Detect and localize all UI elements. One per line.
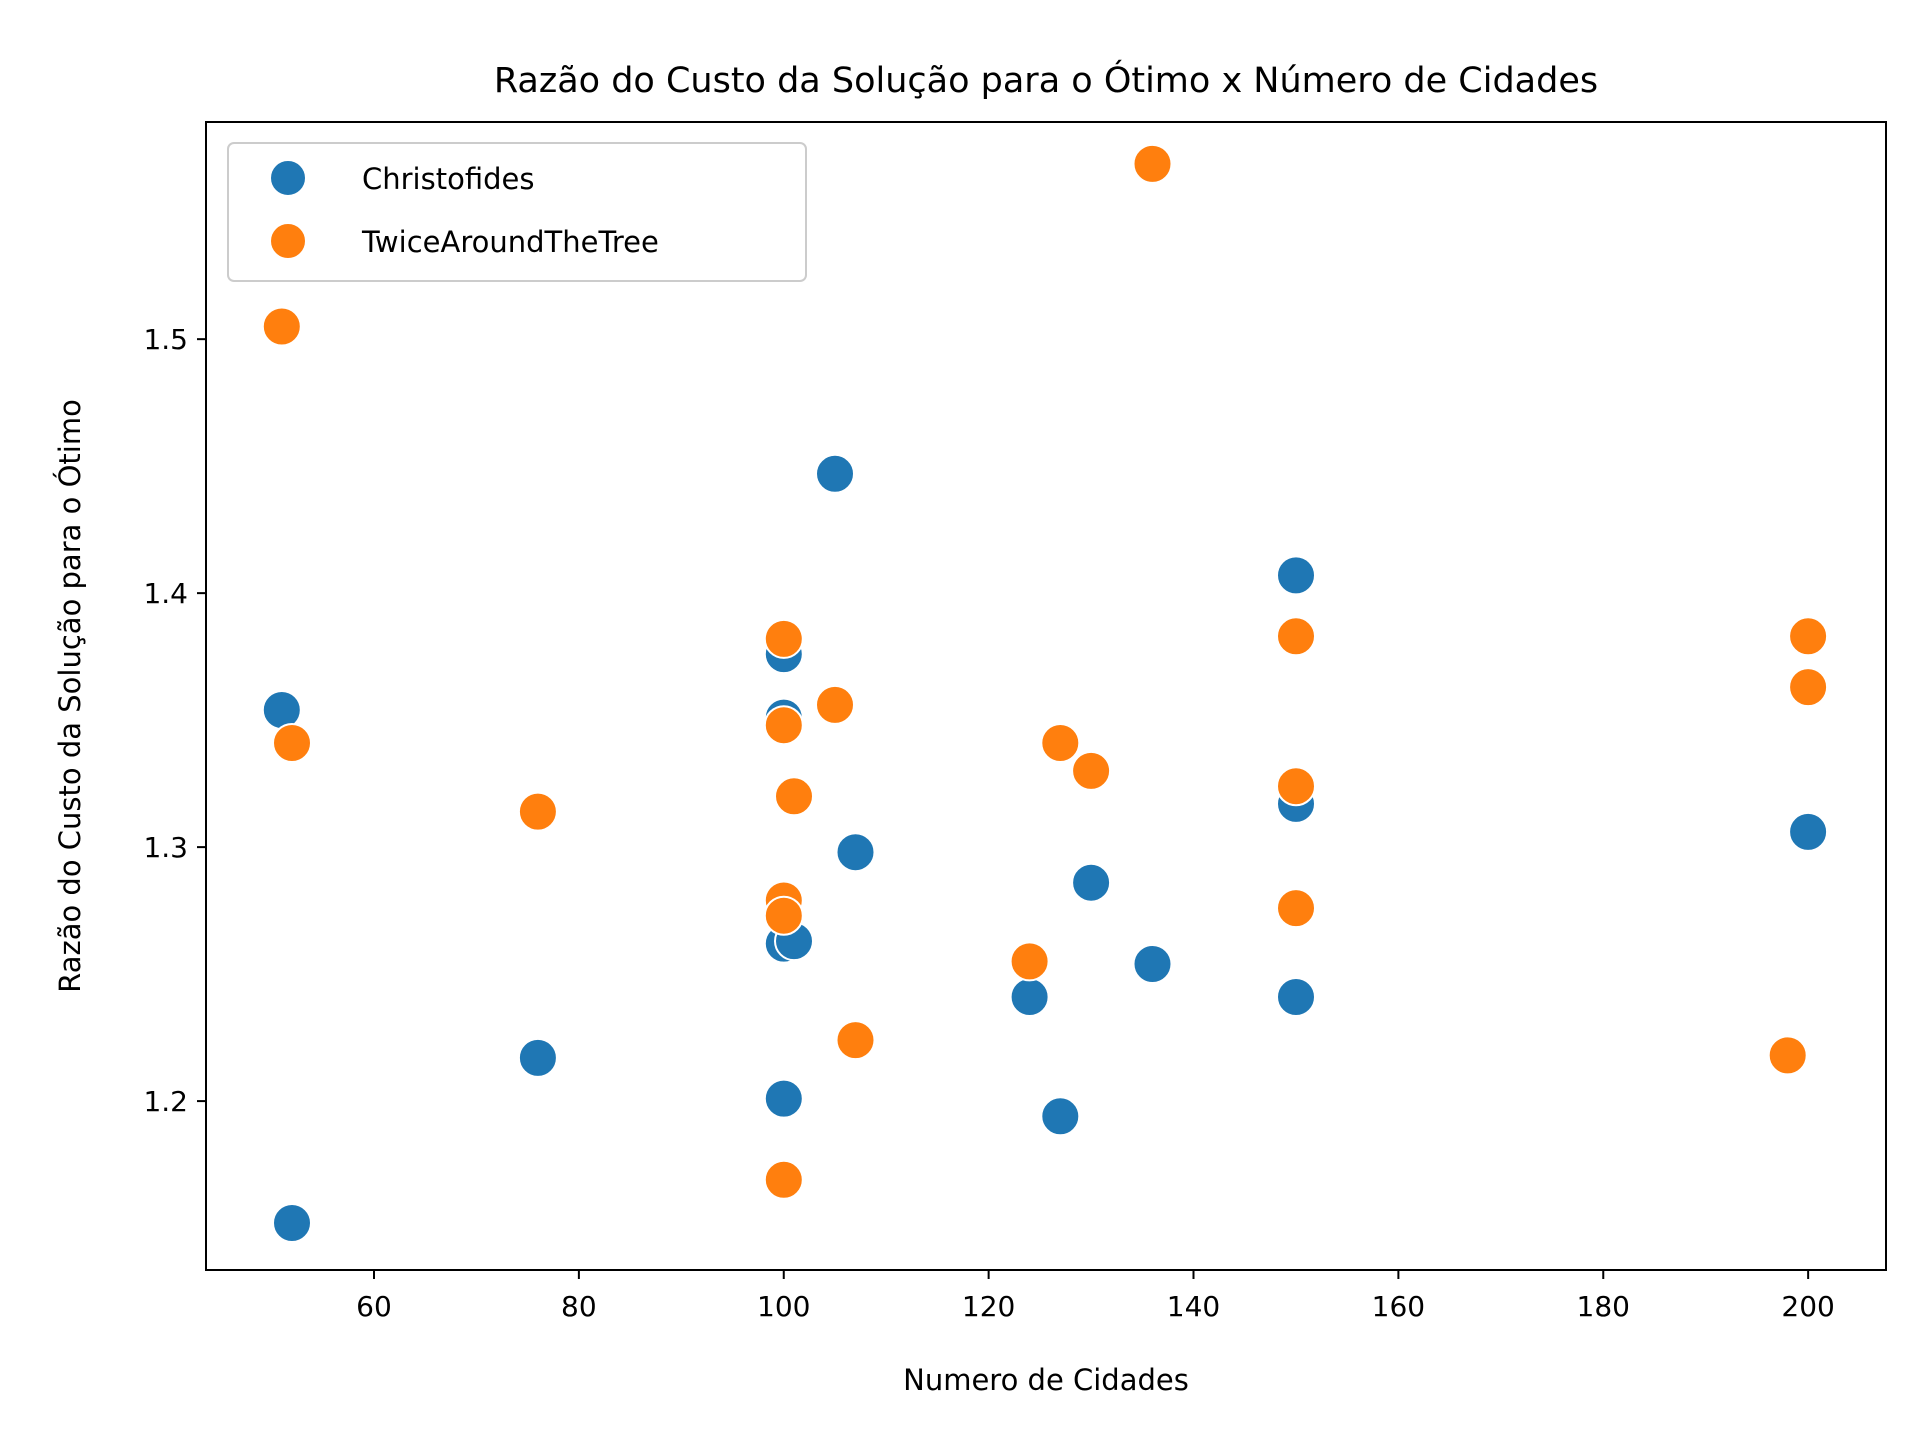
point-twicearoundthetree-1 (272, 723, 312, 763)
point-twicearoundthetree-2 (517, 791, 558, 832)
y-axis-label: Razão do Custo da Solução para o Ótimo (53, 399, 87, 993)
point-christofides-2 (517, 1037, 558, 1078)
x-tick-label-120: 120 (962, 1290, 1015, 1323)
plot-frame (205, 121, 1887, 1271)
point-twicearoundthetree-4 (763, 705, 804, 746)
point-twicearoundthetree-19 (1788, 616, 1829, 657)
point-twicearoundthetree-0 (261, 306, 302, 347)
legend-label-twicearoundthetree: TwiceAroundTheTree (361, 225, 659, 259)
point-twicearoundthetree-3 (763, 618, 804, 659)
legend-box (227, 142, 807, 282)
y-tick-label-1-4: 1.4 (143, 577, 188, 610)
point-christofides-11 (1040, 1096, 1081, 1137)
x-tick-label-180: 180 (1577, 1290, 1630, 1323)
y-tick-label-1-2: 1.2 (143, 1085, 188, 1118)
x-axis-label: Numero de Cidades (903, 1363, 1189, 1397)
point-christofides-7 (763, 1078, 804, 1119)
y-tick-label-1-5: 1.5 (143, 323, 188, 356)
point-christofides-9 (835, 832, 876, 873)
point-twicearoundthetree-13 (1071, 750, 1112, 791)
point-twicearoundthetree-9 (815, 684, 855, 725)
x-tick-label-160: 160 (1372, 1290, 1425, 1323)
point-christofides-17 (1788, 811, 1829, 852)
x-tick-label-60: 60 (356, 1290, 392, 1323)
point-twicearoundthetree-17 (1276, 888, 1316, 929)
point-twicearoundthetree-14 (1132, 143, 1173, 184)
point-twicearoundthetree-8 (763, 1159, 804, 1200)
points-layer (261, 143, 1829, 1243)
series-twicearoundthetree (261, 143, 1829, 1200)
point-twicearoundthetree-10 (835, 1020, 876, 1061)
point-twicearoundthetree-20 (1788, 667, 1829, 708)
legend-marker-christofides (269, 159, 307, 197)
point-twicearoundthetree-15 (1276, 616, 1316, 657)
point-twicearoundthetree-16 (1276, 766, 1316, 807)
point-christofides-12 (1071, 862, 1112, 903)
point-christofides-8 (815, 453, 855, 494)
point-twicearoundthetree-18 (1767, 1035, 1808, 1076)
point-twicearoundthetree-5 (774, 776, 814, 817)
legend: Christofides TwiceAroundTheTree (227, 142, 807, 282)
x-tick-label-80: 80 (561, 1290, 597, 1323)
point-twicearoundthetree-12 (1040, 723, 1081, 763)
x-tick-label-200: 200 (1781, 1290, 1834, 1323)
point-christofides-16 (1276, 977, 1316, 1017)
point-twicearoundthetree-7 (763, 895, 804, 936)
legend-marker-twicearoundthetree (269, 222, 307, 260)
x-tick-label-100: 100 (757, 1290, 810, 1323)
point-christofides-10 (1009, 977, 1050, 1017)
point-christofides-1 (272, 1203, 312, 1243)
x-axis: 60 80 100 120 140 160 180 200 (356, 1270, 1835, 1323)
point-christofides-13 (1132, 944, 1173, 984)
legend-label-christofides: Christofides (362, 162, 534, 196)
point-christofides-14 (1276, 555, 1316, 596)
point-twicearoundthetree-11 (1009, 941, 1050, 982)
chart-title: Razão do Custo da Solução para o Ótimo x… (494, 59, 1598, 101)
y-axis: 1.2 1.3 1.4 1.5 (143, 323, 206, 1118)
y-tick-label-1-3: 1.3 (143, 831, 188, 864)
x-tick-label-140: 140 (1167, 1290, 1220, 1323)
